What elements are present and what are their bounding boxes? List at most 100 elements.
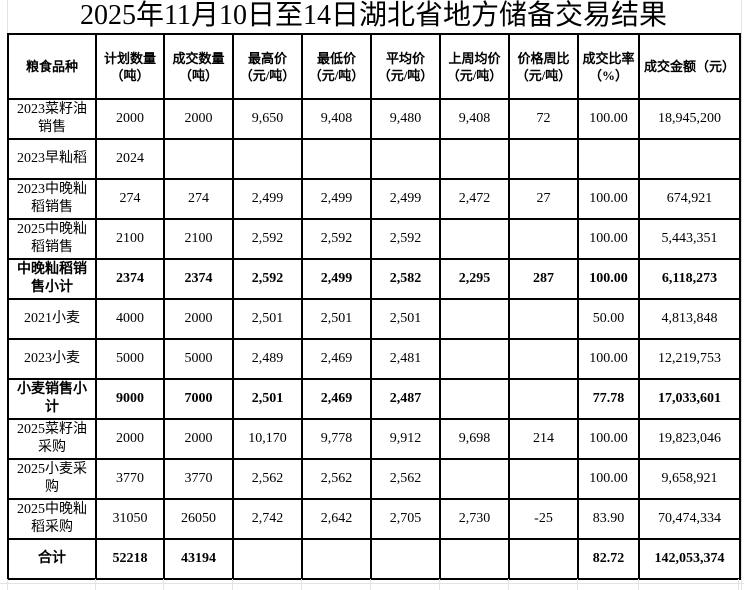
table-cell: 2,562 <box>370 458 441 500</box>
table-cell: 4,813,848 <box>638 298 741 340</box>
table-cell: 9,408 <box>439 98 510 140</box>
table-cell: 100.00 <box>577 338 640 380</box>
table-cell: 2,642 <box>301 498 372 540</box>
column-header: 最高价（元/吨） <box>232 33 303 100</box>
table-cell: 2100 <box>95 218 165 260</box>
table-cell: 274 <box>95 178 165 220</box>
spreadsheet-gridline <box>370 579 371 590</box>
grain-variety-cell: 2023早籼稻 <box>7 138 97 180</box>
column-header: 计划数量（吨） <box>95 33 165 100</box>
table-cell: 2,499 <box>301 258 372 300</box>
table-row: 中晚籼稻销售小计 2374 2374 2,592 2,499 2,582 2,295 287 1… <box>7 258 741 300</box>
table-cell: 82.72 <box>577 538 640 580</box>
table-cell: 2100 <box>163 218 234 260</box>
grain-variety-cell: 2025中晚籼稻采购 <box>7 498 97 540</box>
table-cell <box>163 138 234 180</box>
grain-variety-cell: 2023菜籽油销售 <box>7 98 97 140</box>
table-cell <box>508 378 579 420</box>
table-cell <box>439 378 510 420</box>
spreadsheet-gridline <box>738 579 739 590</box>
table-cell: 19,823,046 <box>638 418 741 460</box>
spreadsheet-gridline <box>95 579 96 590</box>
table-row: 2023中晚籼稻销售 274 274 2,499 2,499 2,499 2,472 27 10… <box>7 178 741 220</box>
table-cell: 72 <box>508 98 579 140</box>
table-cell: 100.00 <box>577 258 640 300</box>
table-cell <box>508 218 579 260</box>
table-cell <box>439 538 510 580</box>
spreadsheet-gridline <box>232 579 233 590</box>
table-cell: 18,945,200 <box>638 98 741 140</box>
grain-variety-cell: 2023中晚籼稻销售 <box>7 178 97 220</box>
table-cell: 9,650 <box>232 98 303 140</box>
table-cell: 2,501 <box>232 298 303 340</box>
table-cell: 2000 <box>163 418 234 460</box>
table-cell: 2,562 <box>301 458 372 500</box>
table-row: 2023菜籽油销售 2000 2000 9,650 9,408 9,480 9,408 72 1… <box>7 98 741 140</box>
table-cell <box>439 298 510 340</box>
table-cell: 2,705 <box>370 498 441 540</box>
table-row: 2021小麦 4000 2000 2,501 2,501 2,501 50.00 4,813,… <box>7 298 741 340</box>
table-cell: 70,474,334 <box>638 498 741 540</box>
grain-variety-cell: 中晚籼稻销售小计 <box>7 258 97 300</box>
table-cell: 2,730 <box>439 498 510 540</box>
column-header: 成交比率（%） <box>577 33 640 100</box>
table-cell <box>370 538 441 580</box>
table-cell: 6,118,273 <box>638 258 741 300</box>
table-cell: 9,778 <box>301 418 372 460</box>
spreadsheet-gridline <box>638 579 639 590</box>
column-header: 成交数量（吨） <box>163 33 234 100</box>
grain-variety-cell: 小麦销售小计 <box>7 378 97 420</box>
table-cell <box>508 538 579 580</box>
spreadsheet-gridline <box>163 579 164 590</box>
table-cell: 100.00 <box>577 178 640 220</box>
table-cell: 214 <box>508 418 579 460</box>
table-cell: 2,592 <box>232 258 303 300</box>
table-cell: 26050 <box>163 498 234 540</box>
table-cell: 100.00 <box>577 418 640 460</box>
table-cell: 5,443,351 <box>638 218 741 260</box>
table-cell: 5000 <box>163 338 234 380</box>
table-cell: 2,481 <box>370 338 441 380</box>
table-header: 粮食品种 计划数量（吨） 成交数量（吨） 最高价（元/吨） 最低价（元/吨） 平均价（元/… <box>7 33 741 100</box>
table-cell: 2,582 <box>370 258 441 300</box>
header-row: 粮食品种 计划数量（吨） 成交数量（吨） 最高价（元/吨） 最低价（元/吨） 平均价（元/… <box>7 33 741 100</box>
spreadsheet-gridline <box>301 579 302 590</box>
table-cell: 2,489 <box>232 338 303 380</box>
table-cell: 2374 <box>163 258 234 300</box>
spreadsheet-gridline <box>7 579 8 590</box>
table-cell: 2000 <box>95 98 165 140</box>
table-cell: 10,170 <box>232 418 303 460</box>
spreadsheet-gridline <box>508 579 509 590</box>
table-cell: 9,698 <box>439 418 510 460</box>
table-cell: 52218 <box>95 538 165 580</box>
table-cell <box>439 218 510 260</box>
table-row: 小麦销售小计 9000 7000 2,501 2,469 2,487 77.78 17,033… <box>7 378 741 420</box>
table-row: 2025中晚籼稻销售 2100 2100 2,592 2,592 2,592 100.00 5… <box>7 218 741 260</box>
table-cell <box>508 298 579 340</box>
table-cell: 100.00 <box>577 218 640 260</box>
table-cell: 2374 <box>95 258 165 300</box>
table-cell: 2,501 <box>370 298 441 340</box>
table-cell: 2,562 <box>232 458 303 500</box>
spreadsheet-gridline <box>741 0 742 590</box>
table-row: 合计 52218 43194 82.72 142,053,374 <box>7 538 741 580</box>
spreadsheet-gridline <box>577 579 578 590</box>
table-cell: 100.00 <box>577 98 640 140</box>
table-cell: 12,219,753 <box>638 338 741 380</box>
table-cell: 2,487 <box>370 378 441 420</box>
table-row: 2025小麦采购 3770 3770 2,562 2,562 2,562 100.00 9,6… <box>7 458 741 500</box>
table-row: 2023小麦 5000 5000 2,489 2,469 2,481 100.00 12,21… <box>7 338 741 380</box>
table-cell: 2,295 <box>439 258 510 300</box>
table-cell: 3770 <box>163 458 234 500</box>
table-cell: 2,592 <box>232 218 303 260</box>
page-title: 2025年11月10日至14日湖北省地方储备交易结果 <box>80 0 667 31</box>
column-header: 上周均价（元/吨） <box>439 33 510 100</box>
table-cell: 2000 <box>163 298 234 340</box>
table-cell <box>370 138 441 180</box>
table-cell: 4000 <box>95 298 165 340</box>
table-cell: 2,592 <box>370 218 441 260</box>
table-cell: 2,501 <box>232 378 303 420</box>
table-cell <box>301 138 372 180</box>
column-header: 成交金额（元） <box>638 33 741 100</box>
table-cell <box>638 138 741 180</box>
